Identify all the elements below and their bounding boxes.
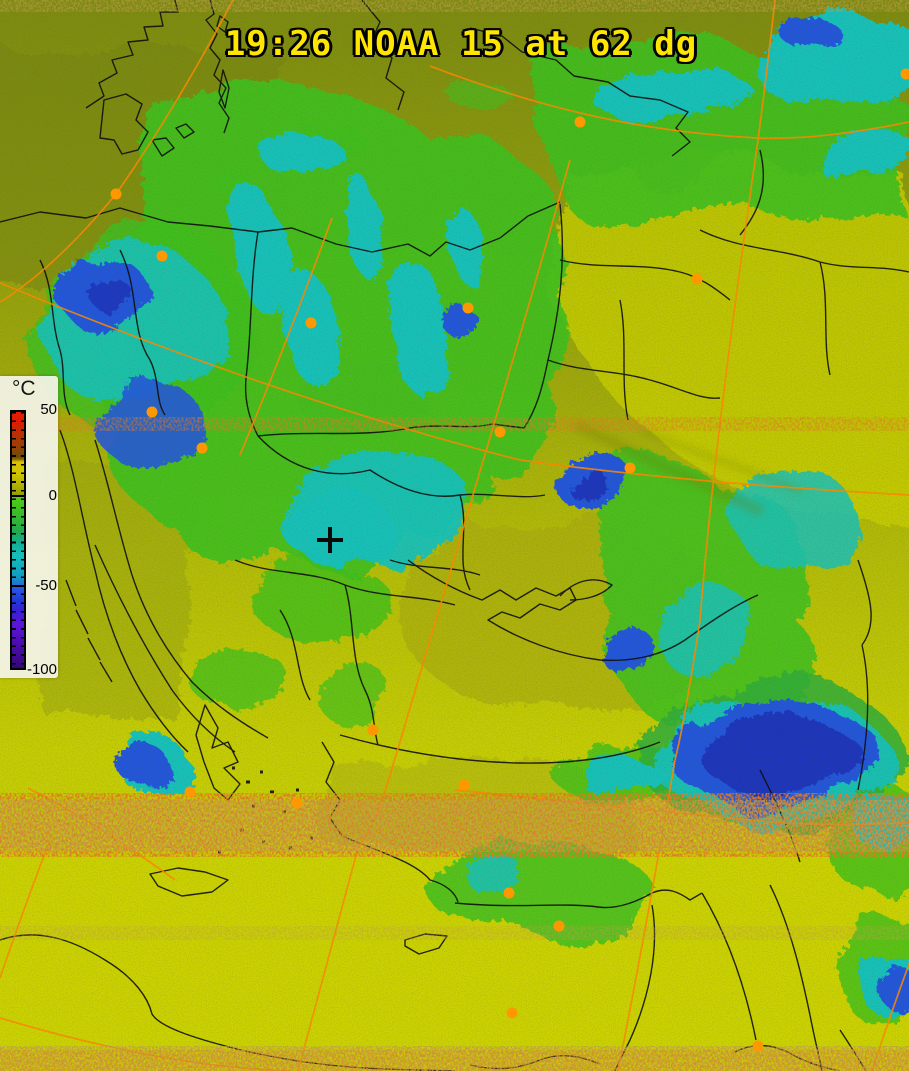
city-marker — [305, 317, 317, 329]
crosshair-marker[interactable] — [317, 527, 343, 553]
city-marker — [553, 920, 565, 932]
legend-unit-label: °C — [12, 377, 36, 400]
city-marker — [462, 302, 474, 314]
timestamp-title: 19:26 NOAA 15 at 62 dg — [224, 24, 698, 64]
city-marker — [900, 68, 909, 80]
city-marker — [196, 442, 208, 454]
city-marker — [110, 188, 122, 200]
city-marker — [503, 887, 515, 899]
city-marker — [156, 250, 168, 262]
city-marker — [146, 406, 158, 418]
legend-major-tick — [10, 495, 26, 498]
city-marker — [184, 786, 196, 798]
legend-gradient-bar — [10, 410, 26, 670]
city-marker — [506, 1007, 518, 1019]
legend-tick-label: 50 — [40, 401, 57, 418]
city-marker — [624, 462, 636, 474]
legend-tick-label: -100 — [26, 661, 57, 678]
legend-major-tick — [10, 585, 26, 588]
legend-tick-label: -50 — [35, 577, 57, 595]
city-marker — [291, 797, 303, 809]
city-marker — [752, 1040, 764, 1052]
city-marker — [367, 724, 379, 736]
city-marker — [574, 116, 586, 128]
city-marker — [458, 779, 470, 791]
city-marker — [494, 426, 506, 438]
legend-tick-label: 0 — [48, 487, 57, 505]
city-marker — [691, 273, 703, 285]
temperature-legend: °C 50 0 -50 -100 — [0, 376, 58, 678]
